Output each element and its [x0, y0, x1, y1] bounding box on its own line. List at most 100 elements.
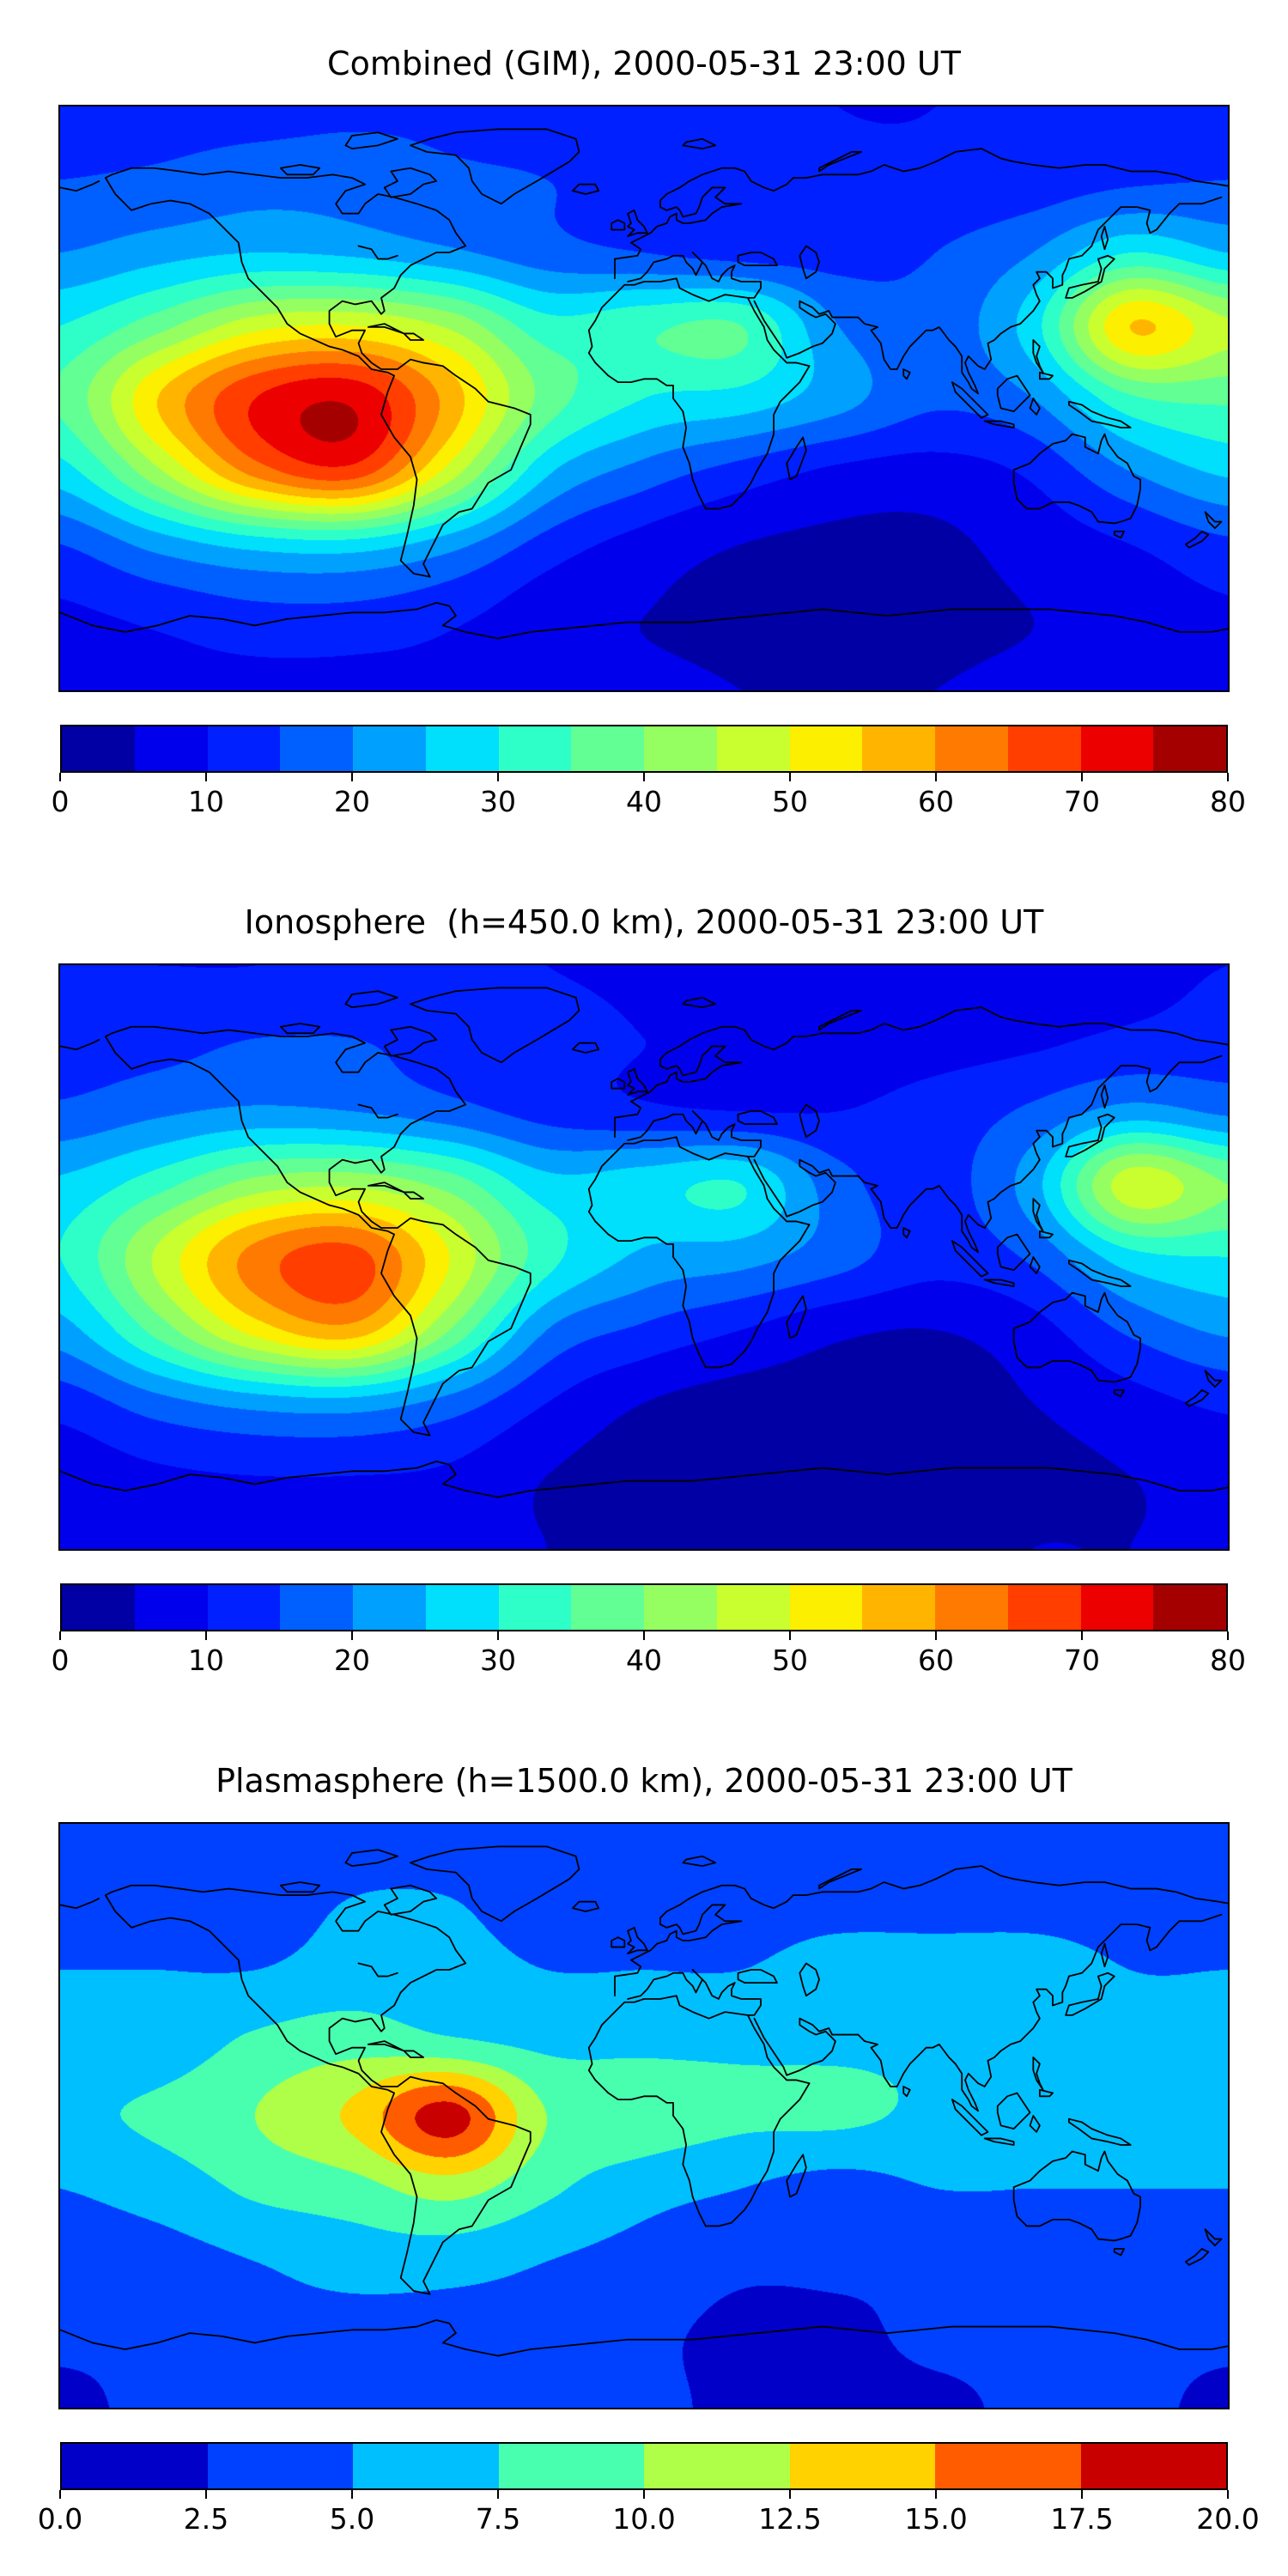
colorbar-tick-mark — [351, 2490, 353, 2499]
colorbar-segment — [207, 1585, 281, 1630]
colorbar-tick-label: 70 — [1064, 785, 1100, 818]
colorbar-tick-mark — [643, 2490, 645, 2499]
colorbar-tick-label: 20.0 — [1196, 2502, 1260, 2536]
colorbar-tick-mark — [1081, 1631, 1083, 1640]
colorbar-tick-mark — [1227, 1631, 1229, 1640]
colorbar-tick-label: 0 — [51, 1643, 70, 1677]
colorbar-segment — [498, 2444, 644, 2488]
colorbar-segment — [862, 1585, 935, 1630]
colorbar-segment — [1007, 726, 1081, 771]
colorbar-tick-label: 80 — [1210, 785, 1246, 818]
colorbar-tick-mark — [1081, 773, 1083, 781]
colorbar-tick-mark — [497, 773, 499, 781]
colorbar-segment — [935, 726, 1008, 771]
colorbar-tick-label: 60 — [918, 785, 954, 818]
colorbar-segment — [1080, 2444, 1226, 2488]
colorbar-segment — [571, 1585, 644, 1630]
colorbar-segment — [62, 1585, 135, 1630]
colorbar-tick-label: 2.5 — [183, 2502, 229, 2536]
colorbar-tick-label: 10 — [188, 785, 224, 818]
colorbar-segment — [62, 726, 135, 771]
colorbar-segment — [425, 726, 499, 771]
colorbar-tick-label: 80 — [1210, 1643, 1246, 1677]
colorbar — [60, 2442, 1228, 2490]
colorbar-tick-mark — [643, 773, 645, 781]
colorbar-tick-label: 60 — [918, 1643, 954, 1677]
colorbar-tick-mark — [351, 1631, 353, 1640]
colorbar-segment — [644, 1585, 717, 1630]
colorbar-segment — [134, 726, 208, 771]
colorbar-segment — [1007, 1585, 1081, 1630]
coastlines-overlay — [60, 965, 1228, 1549]
colorbar-segment — [571, 726, 644, 771]
colorbar-segment — [353, 726, 426, 771]
colorbar-tick-mark — [643, 1631, 645, 1640]
colorbar-tick-mark — [59, 2490, 61, 2499]
colorbar-segment — [644, 726, 717, 771]
coastlines-overlay — [60, 106, 1228, 690]
colorbar-tick-label: 50 — [772, 1643, 808, 1677]
colorbar-tick-label: 30 — [480, 785, 516, 818]
coastline-path — [60, 129, 1228, 638]
colorbar-tick-mark — [59, 773, 61, 781]
colorbar-tick-mark — [205, 1631, 207, 1640]
colorbar-segment — [498, 726, 572, 771]
map-plasmasphere — [58, 1822, 1230, 2409]
colorbar-segment — [789, 726, 863, 771]
colorbar-tick-label: 30 — [480, 1643, 516, 1677]
colorbar-tick-mark — [789, 1631, 791, 1640]
colorbar-segment — [207, 2444, 353, 2488]
colorbar-tick-label: 10.0 — [612, 2502, 676, 2536]
colorbar-segment — [1153, 726, 1226, 771]
colorbar-wrap: 0 10 20 30 40 50 60 70 80 — [52, 725, 1246, 821]
colorbar-tick-mark — [935, 1631, 937, 1640]
colorbar-tick-mark — [789, 2490, 791, 2499]
colorbar-tick-label: 12.5 — [758, 2502, 822, 2536]
colorbar-segment — [935, 2444, 1081, 2488]
colorbar-tick-label: 20 — [334, 785, 370, 818]
colorbar-ticks: 0.0 2.5 5.0 7.5 10.0 12.5 15.0 17.5 20.0 — [38, 2490, 1260, 2538]
colorbar-segment — [353, 1585, 426, 1630]
colorbar-tick-mark — [935, 2490, 937, 2499]
panel-combined: Combined (GIM), 2000-05-31 23:00 UT 0 10 2… — [0, 0, 1288, 859]
colorbar-wrap: 0 10 20 30 40 50 60 70 80 — [52, 1583, 1246, 1680]
colorbar-tick-mark — [497, 2490, 499, 2499]
colorbar-segment — [935, 1585, 1008, 1630]
panel-title: Combined (GIM), 2000-05-31 23:00 UT — [327, 45, 961, 82]
colorbar-segment — [207, 726, 281, 771]
colorbar-tick-mark — [935, 773, 937, 781]
colorbar-segment — [280, 726, 353, 771]
colorbar — [60, 1583, 1228, 1631]
coastline-path — [60, 1846, 1228, 2355]
map-combined — [58, 105, 1230, 692]
colorbar-tick-label: 40 — [626, 1643, 662, 1677]
panel-plasmasphere: Plasmasphere (h=1500.0 km), 2000-05-31 2… — [0, 1717, 1288, 2576]
colorbar-segment — [862, 726, 935, 771]
colorbar-segment — [644, 2444, 790, 2488]
colorbar-segment — [789, 2444, 935, 2488]
panel-ionosphere: Ionosphere (h=450.0 km), 2000-05-31 23:0… — [0, 859, 1288, 1717]
colorbar — [60, 725, 1228, 773]
colorbar-segment — [716, 1585, 790, 1630]
colorbar-tick-mark — [351, 773, 353, 781]
colorbar-segment — [716, 726, 790, 771]
colorbar-segment — [1080, 726, 1154, 771]
colorbar-tick-label: 0 — [51, 785, 70, 818]
colorbar-tick-mark — [1227, 2490, 1229, 2499]
colorbar-tick-label: 15.0 — [904, 2502, 968, 2536]
colorbar-segment — [498, 1585, 572, 1630]
map-ionosphere — [58, 963, 1230, 1551]
colorbar-segment — [425, 1585, 499, 1630]
colorbar-tick-mark — [1227, 773, 1229, 781]
colorbar-tick-mark — [789, 773, 791, 781]
colorbar-tick-label: 5.0 — [329, 2502, 375, 2536]
panel-title: Ionosphere (h=450.0 km), 2000-05-31 23:0… — [244, 903, 1044, 941]
coastline-path — [60, 987, 1228, 1497]
colorbar-tick-mark — [205, 773, 207, 781]
colorbar-segment — [280, 1585, 353, 1630]
colorbar-tick-label: 20 — [334, 1643, 370, 1677]
colorbar-ticks: 0 10 20 30 40 50 60 70 80 — [52, 773, 1246, 821]
colorbar-segment — [1080, 1585, 1154, 1630]
colorbar-tick-label: 17.5 — [1050, 2502, 1114, 2536]
